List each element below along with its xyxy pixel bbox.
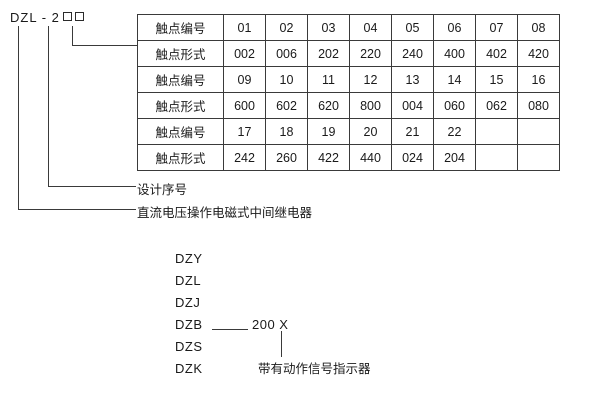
leader-line-contacts-horizontal [72, 45, 138, 46]
table-cell: 10 [265, 66, 308, 93]
table-cell: 240 [391, 40, 434, 67]
table-cell-empty [517, 118, 560, 145]
row-label: 触点编号 [137, 66, 224, 93]
table-cell: 13 [391, 66, 434, 93]
table-cell: 01 [223, 14, 266, 41]
table-cell: 04 [349, 14, 392, 41]
table-cell: 22 [433, 118, 476, 145]
table-cell: 14 [433, 66, 476, 93]
table-row: 触点编号 17 18 19 20 21 22 [137, 118, 560, 145]
row-label: 触点编号 [137, 118, 224, 145]
table-cell: 11 [307, 66, 350, 93]
row-label: 触点形式 [137, 40, 224, 67]
table-cell: 07 [475, 14, 518, 41]
table-cell: 062 [475, 92, 518, 119]
table-cell: 12 [349, 66, 392, 93]
table-cell: 242 [223, 144, 266, 171]
table-cell: 21 [391, 118, 434, 145]
device-description-label: 直流电压操作电磁式中间继电器 [137, 206, 313, 220]
table-cell: 620 [307, 92, 350, 119]
series-item-dzj: DZJ [175, 295, 201, 310]
table-cell: 202 [307, 40, 350, 67]
contact-table-body: 触点编号 01 02 03 04 05 06 07 08 触点形式 002 00… [137, 14, 560, 171]
table-cell: 08 [517, 14, 560, 41]
table-cell: 402 [475, 40, 518, 67]
leader-line-device-vertical [18, 26, 19, 209]
series-item-dzy: DZY [175, 251, 203, 266]
row-label: 触点编号 [137, 14, 224, 41]
leader-line-design-serial-horizontal [48, 186, 136, 187]
table-cell: 260 [265, 144, 308, 171]
table-cell: 09 [223, 66, 266, 93]
table-cell: 002 [223, 40, 266, 67]
table-cell: 420 [517, 40, 560, 67]
model-code-prefix: DZL - 2 [10, 10, 60, 25]
table-cell: 18 [265, 118, 308, 145]
series-item-dzb: DZB [175, 317, 203, 332]
table-cell: 440 [349, 144, 392, 171]
design-serial-label: 设计序号 [137, 183, 188, 197]
table-cell-empty [475, 144, 518, 171]
table-cell: 004 [391, 92, 434, 119]
model-code-box-1 [62, 12, 72, 21]
series-suffix-label: 200 X [252, 317, 289, 332]
table-cell: 060 [433, 92, 476, 119]
table-cell: 602 [265, 92, 308, 119]
table-cell: 05 [391, 14, 434, 41]
table-cell: 06 [433, 14, 476, 41]
indicator-note-label: 带有动作信号指示器 [258, 362, 371, 376]
table-cell-empty [475, 118, 518, 145]
table-cell-empty [517, 144, 560, 171]
table-row: 触点编号 01 02 03 04 05 06 07 08 [137, 14, 560, 41]
leader-line-contacts-vertical [72, 26, 73, 45]
model-code: DZL - 2 [10, 10, 84, 25]
series-item-dzk: DZK [175, 361, 203, 376]
table-cell: 400 [433, 40, 476, 67]
series-item-dzl: DZL [175, 273, 202, 288]
model-code-box-2 [74, 12, 84, 21]
contact-code-table: 触点编号 01 02 03 04 05 06 07 08 触点形式 002 00… [137, 14, 560, 171]
table-cell: 204 [433, 144, 476, 171]
table-cell: 006 [265, 40, 308, 67]
table-row: 触点形式 600 602 620 800 004 060 062 080 [137, 92, 560, 119]
table-cell: 03 [307, 14, 350, 41]
leader-line-indicator-vertical [281, 331, 282, 357]
table-cell: 024 [391, 144, 434, 171]
table-cell: 19 [307, 118, 350, 145]
table-row: 触点形式 002 006 202 220 240 400 402 420 [137, 40, 560, 67]
table-cell: 02 [265, 14, 308, 41]
table-row: 触点形式 242 260 422 440 024 204 [137, 144, 560, 171]
table-cell: 17 [223, 118, 266, 145]
series-connector-line [212, 329, 248, 330]
table-cell: 15 [475, 66, 518, 93]
table-cell: 080 [517, 92, 560, 119]
series-item-dzs: DZS [175, 339, 203, 354]
table-cell: 600 [223, 92, 266, 119]
table-cell: 800 [349, 92, 392, 119]
row-label: 触点形式 [137, 92, 224, 119]
table-cell: 220 [349, 40, 392, 67]
table-cell: 20 [349, 118, 392, 145]
row-label: 触点形式 [137, 144, 224, 171]
leader-line-design-serial-vertical [48, 26, 49, 186]
table-cell: 422 [307, 144, 350, 171]
leader-line-device-horizontal [18, 209, 136, 210]
table-cell: 16 [517, 66, 560, 93]
table-row: 触点编号 09 10 11 12 13 14 15 16 [137, 66, 560, 93]
